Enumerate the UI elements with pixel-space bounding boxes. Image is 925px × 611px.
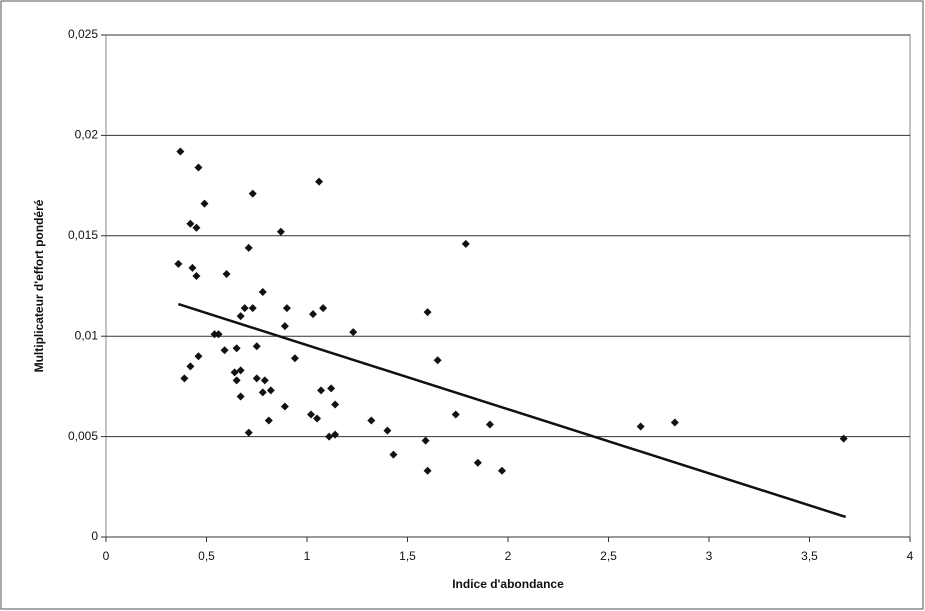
- scatter-point: [266, 386, 275, 395]
- scatter-point: [451, 410, 460, 419]
- scatter-point: [186, 219, 195, 228]
- scatter-point: [636, 422, 645, 431]
- scatter-point: [194, 352, 203, 361]
- scatter-point: [248, 189, 257, 198]
- y-axis-title: Multiplicateur d'effort pondéré: [32, 199, 46, 372]
- scatter-point: [331, 400, 340, 409]
- y-tick-label: 0: [91, 529, 98, 543]
- x-tick-label: 4: [907, 549, 914, 563]
- scatter-point: [280, 322, 289, 331]
- x-tick-label: 0,5: [198, 549, 215, 563]
- scatter-point: [485, 420, 494, 429]
- scatter-point: [222, 269, 231, 278]
- scatter-point: [258, 288, 267, 297]
- x-tick-label: 1: [304, 549, 311, 563]
- scatter-point: [252, 342, 261, 351]
- scatter-point: [264, 416, 273, 425]
- scatter-point: [307, 410, 316, 419]
- scatter-point: [383, 426, 392, 435]
- scatter-point: [194, 163, 203, 172]
- scatter-point: [290, 354, 299, 363]
- scatter-point: [497, 466, 506, 475]
- scatter-point: [252, 374, 261, 383]
- scatter-point: [276, 227, 285, 236]
- x-axis-title: Indice d'abondance: [452, 577, 564, 591]
- scatter-point: [317, 386, 326, 395]
- scatter-point: [192, 271, 201, 280]
- scatter-point: [192, 223, 201, 232]
- scatter-point: [389, 450, 398, 459]
- scatter-point: [331, 430, 340, 439]
- scatter-point: [325, 432, 334, 441]
- scatter-point: [473, 458, 482, 467]
- scatter-point: [220, 346, 229, 355]
- y-tick-label: 0,01: [75, 328, 99, 342]
- scatter-point: [236, 312, 245, 321]
- scatter-point: [210, 330, 219, 339]
- y-tick-label: 0,025: [68, 27, 98, 41]
- scatter-point: [232, 344, 241, 353]
- scatter-point: [327, 384, 336, 393]
- scatter-point: [367, 416, 376, 425]
- scatter-point: [461, 239, 470, 248]
- scatter-point: [188, 263, 197, 272]
- scatter-point: [280, 402, 289, 411]
- scatter-point: [260, 376, 269, 385]
- scatter-point: [230, 368, 239, 377]
- scatter-point: [232, 376, 241, 385]
- scatter-point: [244, 243, 253, 252]
- scatter-point: [319, 304, 328, 313]
- scatter-point: [349, 328, 358, 337]
- scatter-point: [258, 388, 267, 397]
- y-tick-label: 0,02: [75, 128, 99, 142]
- scatter-point: [313, 414, 322, 423]
- x-tick-label: 1,5: [399, 549, 416, 563]
- x-tick-label: 3: [706, 549, 713, 563]
- scatter-point: [421, 436, 430, 445]
- scatter-point: [670, 418, 679, 427]
- scatter-point: [240, 304, 249, 313]
- scatter-point: [309, 310, 318, 319]
- scatter-point: [244, 428, 253, 437]
- scatter-point: [186, 362, 195, 371]
- scatter-point: [839, 434, 848, 443]
- x-tick-label: 2: [505, 549, 512, 563]
- scatter-point: [236, 392, 245, 401]
- trend-line: [177, 302, 847, 519]
- scatter-point: [315, 177, 324, 186]
- scatter-point: [176, 147, 185, 156]
- scatter-point: [174, 259, 183, 268]
- x-tick-label: 3,5: [801, 549, 818, 563]
- y-tick-label: 0,005: [68, 429, 98, 443]
- y-tick-label: 0,015: [68, 228, 98, 242]
- x-tick-label: 0: [103, 549, 110, 563]
- scatter-point: [433, 356, 442, 365]
- scatter-point: [282, 304, 291, 313]
- scatter-point: [423, 466, 432, 475]
- scatter-point: [423, 308, 432, 317]
- scatter-point: [236, 366, 245, 375]
- scatter-point: [214, 330, 223, 339]
- plot-area: [105, 34, 911, 538]
- x-tick-label: 2,5: [600, 549, 617, 563]
- scatter-point: [248, 304, 257, 313]
- scatter-point: [180, 374, 189, 383]
- scatter-point: [200, 199, 209, 208]
